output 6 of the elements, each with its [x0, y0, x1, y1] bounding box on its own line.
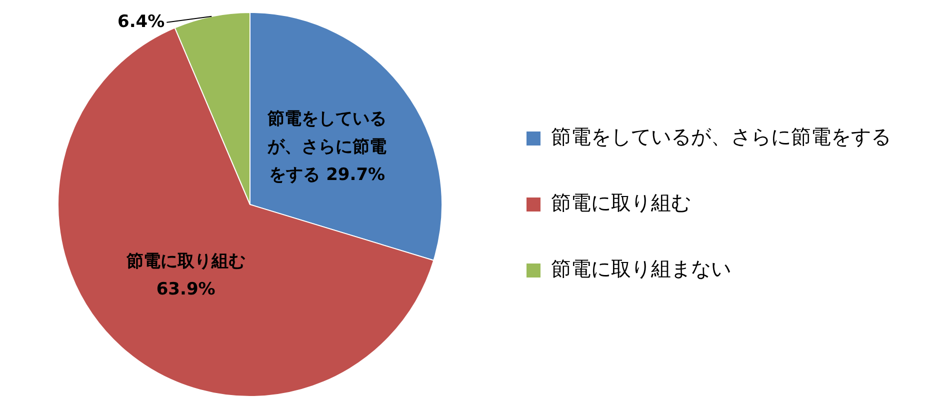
data-label: 節電をしているが、さらに節電をする 29.7%: [266, 108, 387, 185]
legend-label: 節電に取り組む: [551, 190, 691, 215]
data-label: 6.4%: [118, 12, 165, 32]
legend-label: 節電に取り組まない: [551, 256, 731, 281]
data-label: 節電に取り組む 63.9%: [125, 251, 246, 300]
legend-label: 節電をしているが、さらに節電をする: [551, 124, 891, 149]
